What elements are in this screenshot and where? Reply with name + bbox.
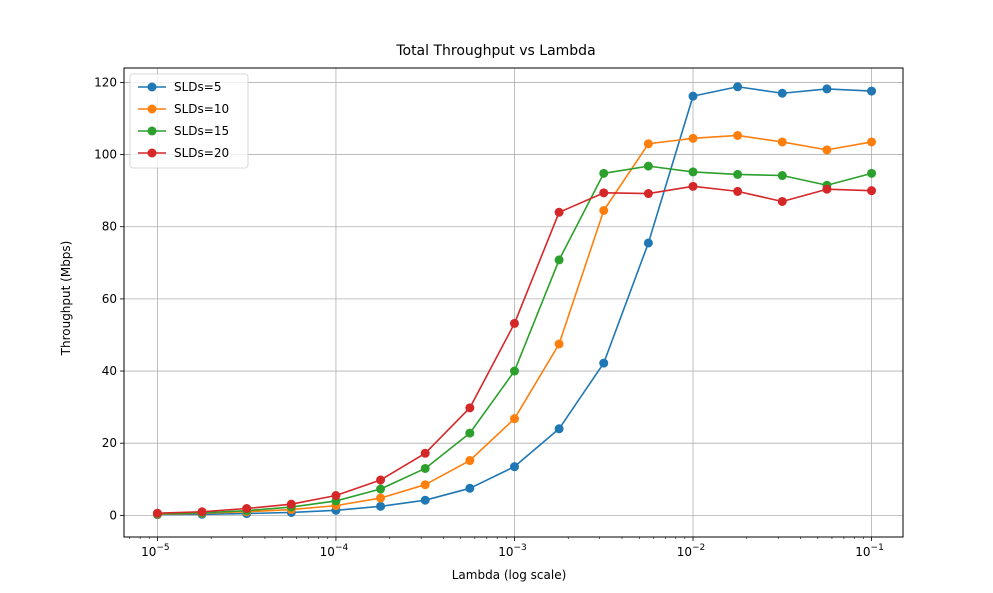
data-point <box>867 168 877 178</box>
legend-marker <box>147 82 157 92</box>
data-point <box>465 403 475 413</box>
legend-marker <box>147 148 157 158</box>
data-point <box>465 428 475 438</box>
y-tick-label: 60 <box>102 292 117 306</box>
data-point <box>599 168 609 178</box>
data-point <box>733 82 743 92</box>
data-point <box>822 184 832 194</box>
plot-frame <box>123 67 904 538</box>
data-point <box>688 133 698 143</box>
data-point <box>688 181 698 191</box>
data-point <box>643 161 653 171</box>
grid <box>124 68 903 537</box>
x-tick-label: 10−4 <box>320 543 349 559</box>
data-point <box>867 137 877 147</box>
legend-frame <box>129 73 249 169</box>
data-point <box>777 137 787 147</box>
x-tick-label: 10−2 <box>677 543 706 559</box>
data-point <box>152 508 162 518</box>
data-point <box>643 189 653 199</box>
x-axis-ticks: 10−5 10−4 10−3 10−2 10−1 <box>129 537 884 559</box>
data-point <box>599 358 609 368</box>
data-point <box>509 366 519 376</box>
legend-marker <box>147 104 157 114</box>
legend-item: SLDs=10 <box>138 102 229 116</box>
legend-item: SLDs=15 <box>138 124 229 138</box>
data-point <box>867 186 877 196</box>
legend-marker <box>147 126 157 136</box>
y-tick-label: 40 <box>102 364 117 378</box>
data-point <box>599 206 609 216</box>
x-axis-label: Lambda (log scale) <box>452 568 567 582</box>
data-point <box>822 145 832 155</box>
data-point <box>420 448 430 458</box>
data-point <box>420 495 430 505</box>
legend-label: SLDs=5 <box>174 80 221 94</box>
legend-item: SLDs=20 <box>138 146 229 160</box>
x-tick-label: 10−5 <box>141 543 170 559</box>
data-point <box>509 414 519 424</box>
data-point <box>376 484 386 494</box>
data-point <box>777 171 787 181</box>
data-point <box>554 207 564 217</box>
data-point <box>733 130 743 140</box>
legend-label: SLDs=10 <box>174 102 229 116</box>
data-point <box>867 86 877 96</box>
data-point <box>376 475 386 485</box>
series-slds-20 <box>152 181 877 518</box>
data-point <box>554 424 564 434</box>
data-point <box>777 88 787 98</box>
data-point <box>688 167 698 177</box>
data-point <box>777 196 787 206</box>
data-point <box>465 456 475 466</box>
data-point <box>643 238 653 248</box>
data-point <box>733 169 743 179</box>
series-layer <box>152 82 877 520</box>
data-point <box>688 91 698 101</box>
data-point <box>420 480 430 490</box>
data-point <box>197 507 207 517</box>
legend-label: SLDs=15 <box>174 124 229 138</box>
data-point <box>554 339 564 349</box>
chart-title: Total Throughput vs Lambda <box>395 43 595 59</box>
y-tick-label: 20 <box>102 436 117 450</box>
legend: SLDs=5 SLDs=10 SLDs=15 SLDs=20 <box>129 73 249 169</box>
x-tick-label: 10−3 <box>498 543 527 559</box>
legend-label: SLDs=20 <box>174 146 229 160</box>
y-tick-label: 100 <box>94 148 117 162</box>
legend-item: SLDs=5 <box>138 80 221 94</box>
data-point <box>509 462 519 472</box>
y-axis-label: Throughput (Mbps) <box>59 241 73 357</box>
data-point <box>822 84 832 94</box>
y-tick-label: 80 <box>102 220 117 234</box>
data-point <box>554 255 564 265</box>
x-tick-label: 10−1 <box>855 543 884 559</box>
data-point <box>286 499 296 509</box>
data-point <box>643 139 653 149</box>
data-point <box>376 493 386 503</box>
y-axis-ticks: 0 20 40 60 80 100 120 <box>94 75 124 522</box>
data-point <box>376 501 386 511</box>
y-tick-label: 120 <box>94 75 117 89</box>
data-point <box>599 188 609 198</box>
data-point <box>733 186 743 196</box>
data-point <box>331 491 341 501</box>
data-point <box>242 503 252 513</box>
y-tick-label: 0 <box>109 508 117 522</box>
data-point <box>509 318 519 328</box>
data-point <box>465 483 475 493</box>
data-point <box>420 463 430 473</box>
